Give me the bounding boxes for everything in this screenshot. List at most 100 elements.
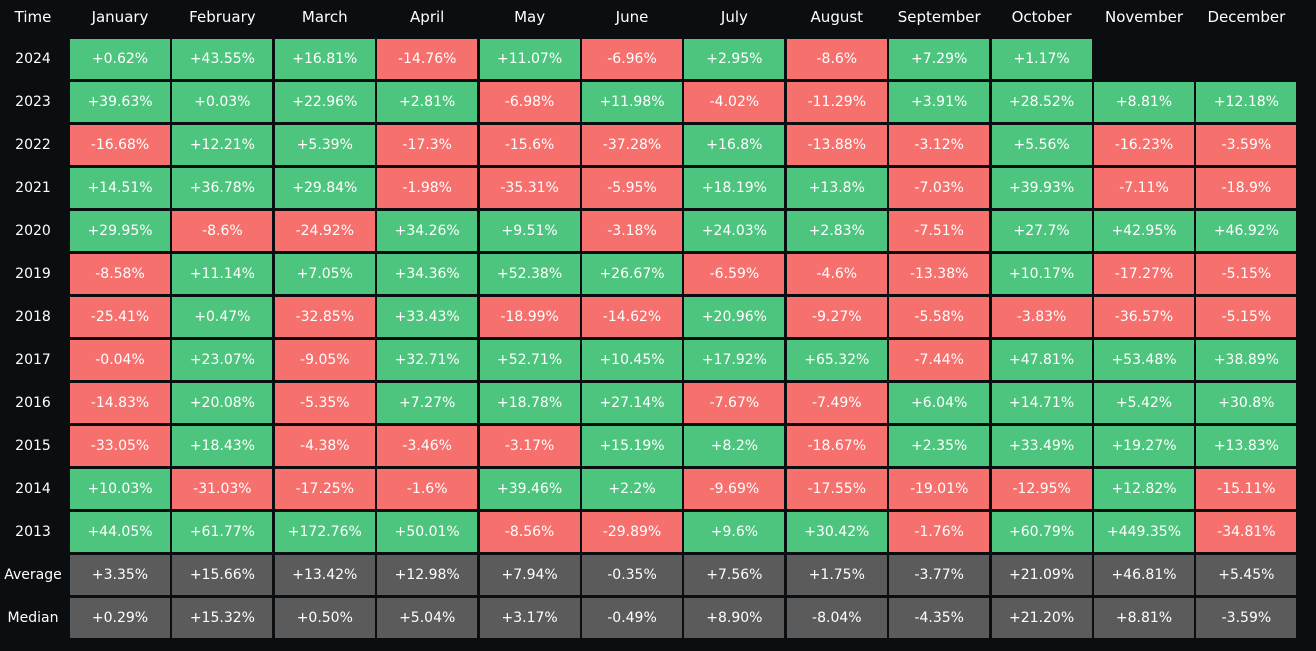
return-cell: -13.38%	[889, 254, 990, 294]
header-label: Time	[14, 8, 52, 26]
summary-cell: -8.04%	[786, 598, 887, 638]
summary-cell: +21.20%	[991, 598, 1092, 638]
summary-cell: +3.35%	[70, 555, 170, 595]
summary-cell: +0.50%	[274, 598, 375, 638]
header-month: February	[189, 8, 256, 26]
return-cell: +27.7%	[991, 211, 1092, 251]
header-month: October	[1011, 8, 1072, 26]
return-cell: -18.9%	[1196, 168, 1297, 208]
return-cell: -6.96%	[582, 39, 682, 79]
return-cell: +449.35%	[1094, 512, 1194, 552]
return-cell: +12.82%	[1094, 469, 1194, 509]
return-cell: -7.44%	[889, 340, 990, 380]
summary-cell: +0.29%	[70, 598, 170, 638]
summary-cell: +1.75%	[786, 555, 887, 595]
summary-cell: +5.04%	[377, 598, 478, 638]
summary-cell: +3.17%	[479, 598, 580, 638]
return-cell: +42.95%	[1094, 211, 1194, 251]
return-cell: +11.07%	[479, 39, 580, 79]
return-cell: +0.62%	[70, 39, 170, 79]
summary-cell: +15.66%	[172, 555, 273, 595]
year-label: 2022	[15, 137, 51, 153]
return-cell: +20.96%	[684, 297, 785, 337]
return-cell: +39.46%	[479, 469, 580, 509]
return-cell: -8.6%	[786, 39, 887, 79]
return-cell: +1.17%	[991, 39, 1092, 79]
return-cell: -4.02%	[684, 82, 785, 122]
return-cell: -5.15%	[1196, 254, 1297, 294]
return-cell: -6.98%	[479, 82, 580, 122]
return-cell: +61.77%	[172, 512, 273, 552]
summary-cell: +46.81%	[1094, 555, 1194, 595]
summary-cell: -0.35%	[582, 555, 682, 595]
return-cell: -3.59%	[1196, 125, 1297, 165]
return-cell: +53.48%	[1094, 340, 1194, 380]
return-cell: +28.52%	[991, 82, 1092, 122]
return-cell: +6.04%	[889, 383, 990, 423]
header-month: December	[1207, 8, 1286, 26]
return-cell: +29.95%	[70, 211, 170, 251]
summary-cell: -4.35%	[889, 598, 990, 638]
return-cell: -4.38%	[274, 426, 375, 466]
summary-cell: +7.94%	[479, 555, 580, 595]
return-cell: +0.47%	[172, 297, 273, 337]
summary-cell: +15.32%	[172, 598, 273, 638]
summary-label: Median	[7, 610, 59, 626]
return-cell: -7.51%	[889, 211, 990, 251]
return-cell: -37.28%	[582, 125, 682, 165]
return-cell: +44.05%	[70, 512, 170, 552]
return-cell: -32.85%	[274, 297, 375, 337]
return-cell: -3.18%	[582, 211, 682, 251]
summary-cell: -0.49%	[582, 598, 682, 638]
return-cell: +39.63%	[70, 82, 170, 122]
return-cell: -14.83%	[70, 383, 170, 423]
return-cell: +38.89%	[1196, 340, 1297, 380]
summary-cell: +8.81%	[1094, 598, 1194, 638]
return-cell: -9.69%	[684, 469, 785, 509]
return-cell: -16.23%	[1094, 125, 1194, 165]
return-cell: -14.76%	[377, 39, 478, 79]
return-cell: -9.27%	[786, 297, 887, 337]
year-label: 2021	[15, 180, 51, 196]
return-cell: +50.01%	[377, 512, 478, 552]
return-cell: +8.81%	[1094, 82, 1194, 122]
return-cell: -29.89%	[582, 512, 682, 552]
summary-cell: +13.42%	[274, 555, 375, 595]
return-cell: +10.03%	[70, 469, 170, 509]
summary-cell: -3.59%	[1196, 598, 1297, 638]
return-cell: +22.96%	[274, 82, 375, 122]
return-cell: -17.3%	[377, 125, 478, 165]
summary-cell: -3.77%	[889, 555, 990, 595]
year-label: 2015	[15, 438, 51, 454]
summary-cell: +21.09%	[991, 555, 1092, 595]
return-cell: +15.19%	[582, 426, 682, 466]
return-cell: +14.51%	[70, 168, 170, 208]
return-cell: +17.92%	[684, 340, 785, 380]
return-cell: +14.71%	[991, 383, 1092, 423]
return-cell: +2.81%	[377, 82, 478, 122]
year-label: 2020	[15, 223, 51, 239]
return-cell: +18.43%	[172, 426, 273, 466]
return-cell: -16.68%	[70, 125, 170, 165]
return-cell: +46.92%	[1196, 211, 1297, 251]
summary-cell: +12.98%	[377, 555, 478, 595]
return-cell: -15.6%	[479, 125, 580, 165]
return-cell: -3.83%	[991, 297, 1092, 337]
return-cell: -1.76%	[889, 512, 990, 552]
return-cell: +3.91%	[889, 82, 990, 122]
header-month: June	[615, 8, 649, 26]
return-cell: +60.79%	[991, 512, 1092, 552]
return-cell: +2.95%	[684, 39, 785, 79]
return-cell: -34.81%	[1196, 512, 1297, 552]
summary-label: Average	[4, 567, 62, 583]
return-cell: +20.08%	[172, 383, 273, 423]
return-cell: -11.29%	[786, 82, 887, 122]
header-month: August	[810, 8, 864, 26]
summary-cell: +7.56%	[684, 555, 785, 595]
year-label: 2013	[15, 524, 51, 540]
return-cell: -31.03%	[172, 469, 273, 509]
return-cell: -25.41%	[70, 297, 170, 337]
return-cell: -7.67%	[684, 383, 785, 423]
return-cell: -17.27%	[1094, 254, 1194, 294]
